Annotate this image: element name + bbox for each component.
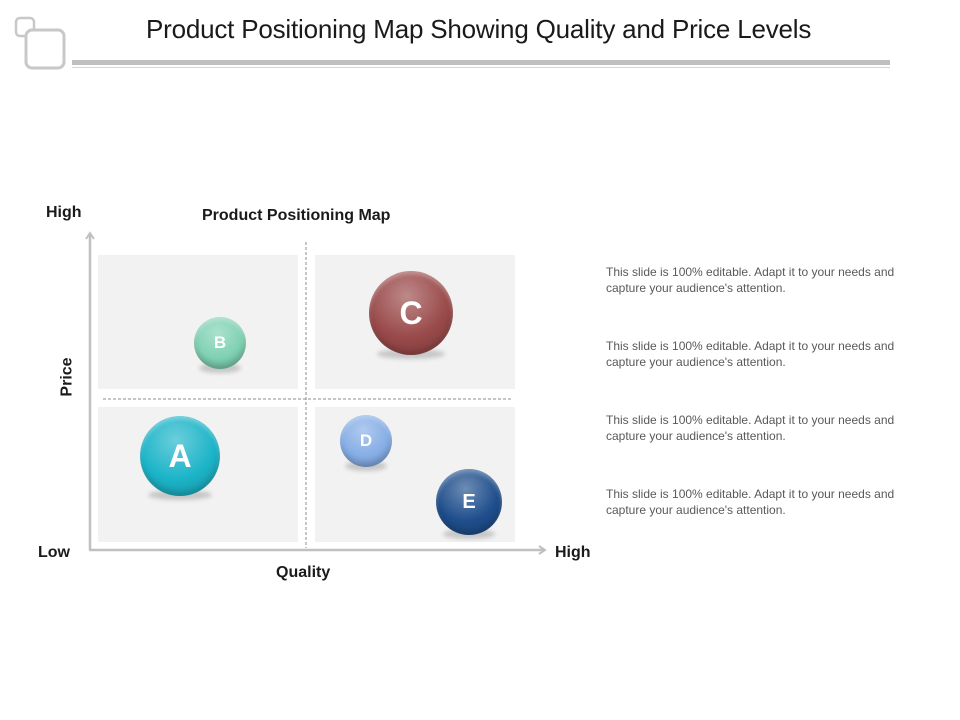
product-bubble-a: A: [140, 416, 220, 496]
quadrant-top-left: [98, 255, 298, 389]
description-text: This slide is 100% editable. Adapt it to…: [606, 487, 895, 517]
x-axis-high-label: High: [555, 544, 591, 561]
y-axis-title: Price: [58, 357, 76, 397]
x-axis-low-label: Low: [38, 544, 70, 561]
x-axis-title: Quality: [276, 564, 331, 581]
description-text: This slide is 100% editable. Adapt it to…: [606, 413, 895, 443]
y-axis-high-label: High: [46, 204, 82, 221]
product-bubble-c: C: [369, 271, 453, 355]
description-text: This slide is 100% editable. Adapt it to…: [606, 265, 895, 295]
product-bubble-d: D: [340, 415, 392, 467]
page-title: Product Positioning Map Showing Quality …: [146, 14, 812, 44]
description-text: This slide is 100% editable. Adapt it to…: [606, 339, 895, 369]
description-list: This slide is 100% editable. Adapt it to…: [606, 264, 906, 560]
product-bubble-b: B: [194, 317, 246, 369]
map-title: Product Positioning Map: [202, 207, 391, 224]
title-divider: [72, 60, 890, 70]
product-bubble-e: E: [436, 469, 502, 535]
squares-logo-icon: [14, 16, 66, 70]
